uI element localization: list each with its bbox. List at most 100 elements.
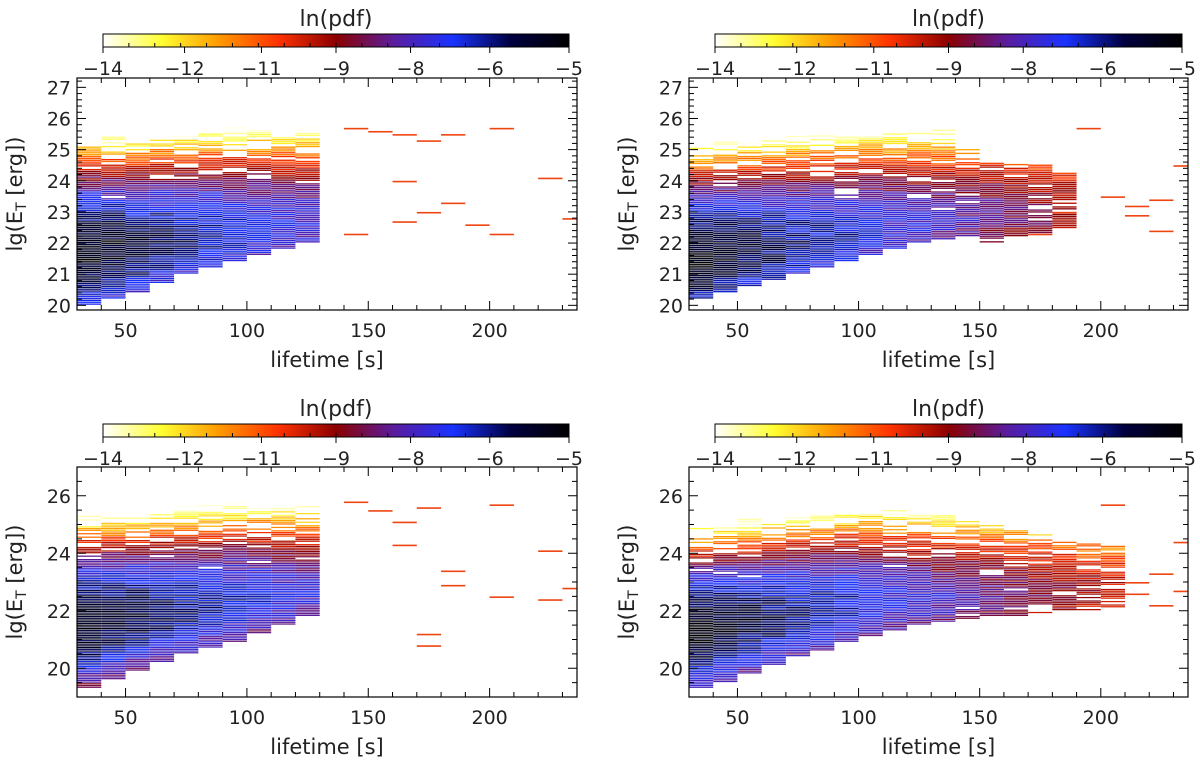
heatmap-cell	[907, 207, 932, 209]
heatmap-cell	[246, 165, 272, 168]
heatmap-cell	[761, 534, 786, 536]
heatmap-cell	[77, 288, 102, 290]
heatmap-cell	[834, 595, 859, 598]
heatmap-cell	[761, 218, 786, 221]
heatmap-cell	[101, 287, 126, 290]
heatmap-cell	[246, 599, 272, 601]
heatmap-cell	[101, 267, 126, 269]
heatmap-cell	[295, 569, 320, 572]
heatmap-cell	[246, 623, 272, 625]
heatmap-cell	[1028, 166, 1053, 168]
heatmap-cell	[149, 191, 175, 194]
heatmap-cell	[761, 618, 786, 621]
heatmap-cell	[955, 229, 980, 231]
heatmap-cell	[101, 541, 126, 543]
heatmap-cell	[271, 239, 296, 242]
heatmap-cell	[713, 188, 738, 190]
heatmap-cell	[761, 565, 786, 567]
heatmap-cell	[101, 583, 126, 585]
heatmap-cell	[1052, 185, 1077, 188]
heatmap-cell	[834, 575, 859, 577]
heatmap-cell	[810, 170, 835, 173]
heatmap-cell	[1003, 227, 1029, 229]
heatmap-cell	[713, 542, 738, 545]
heatmap-cell	[246, 188, 272, 190]
heatmap-cell	[858, 565, 883, 568]
heatmap-cell	[149, 605, 175, 607]
heatmap-cell	[101, 186, 126, 189]
heatmap-cell	[222, 194, 247, 196]
heatmap-cell	[149, 201, 175, 203]
heatmap-cell	[101, 297, 126, 299]
heatmap-cell	[858, 626, 883, 628]
heatmap-cell	[125, 641, 150, 644]
heatmap-cell	[979, 229, 1004, 232]
heatmap-cell	[246, 163, 272, 166]
heatmap-cell	[271, 623, 296, 625]
heatmap-cell	[174, 607, 199, 609]
heatmap-cell	[222, 185, 247, 187]
heatmap-cell	[77, 277, 102, 279]
heatmap-cell	[271, 211, 296, 214]
heatmap-cell	[77, 526, 102, 528]
heatmap-cell	[174, 214, 199, 216]
heatmap-cell	[125, 577, 150, 580]
heatmap-cell	[834, 564, 859, 566]
heatmap-cell	[834, 594, 859, 596]
heatmap-cell	[689, 679, 714, 681]
heatmap-cell	[737, 232, 762, 234]
heatmap-cell	[834, 626, 859, 629]
heatmap-cell	[101, 652, 126, 654]
heatmap-cell	[979, 164, 1004, 166]
heatmap-cell	[271, 619, 296, 622]
heatmap-cell	[101, 562, 126, 564]
heatmap-cell	[77, 299, 102, 302]
heatmap-cell	[149, 545, 175, 547]
heatmap-cell	[737, 599, 762, 602]
heatmap-cell	[834, 606, 859, 608]
heatmap-cell	[174, 567, 199, 569]
heatmap-cell	[689, 248, 714, 250]
heatmap-cell	[785, 262, 811, 265]
heatmap-cell	[907, 220, 932, 222]
heatmap-cell	[77, 683, 102, 685]
heatmap-cell	[222, 213, 247, 215]
heatmap-cell	[1003, 580, 1029, 582]
heatmap-cell	[295, 575, 320, 577]
heatmap-cell	[689, 166, 714, 168]
heatmap-cell	[222, 186, 247, 189]
heatmap-cell	[979, 554, 1004, 556]
heatmap-cell	[125, 610, 150, 612]
heatmap-cell	[295, 241, 320, 243]
heatmap-cell	[858, 517, 883, 519]
heatmap-cell	[77, 519, 102, 521]
heatmap-cell	[222, 181, 247, 183]
heatmap-cell	[931, 182, 956, 184]
heatmap-cell	[1052, 191, 1077, 193]
heatmap-cell	[101, 216, 126, 219]
heatmap-cell	[785, 565, 811, 567]
heatmap-cell	[295, 229, 320, 232]
heatmap-cell	[785, 233, 811, 235]
heatmap-cell	[271, 521, 296, 523]
heatmap-cell	[101, 672, 126, 675]
heatmap-cell	[1028, 192, 1053, 194]
heatmap-cell	[174, 646, 199, 649]
heatmap-cell	[174, 135, 199, 138]
heatmap-cell	[834, 576, 859, 579]
heatmap-cell	[149, 223, 175, 226]
heatmap-cell	[737, 606, 762, 608]
heatmap-cell	[125, 640, 150, 642]
heatmap-cell	[713, 268, 738, 270]
heatmap-cell	[77, 624, 102, 626]
heatmap-cell	[834, 625, 859, 627]
heatmap-cell	[1003, 206, 1029, 209]
heatmap-cell	[125, 242, 150, 244]
heatmap-cell	[907, 186, 932, 189]
heatmap-cell	[77, 238, 102, 240]
heatmap-cell	[77, 662, 102, 664]
heatmap-cell	[174, 640, 199, 642]
heatmap-cell	[785, 586, 811, 588]
heatmap-cell	[198, 554, 223, 557]
heatmap-cell	[149, 188, 175, 190]
